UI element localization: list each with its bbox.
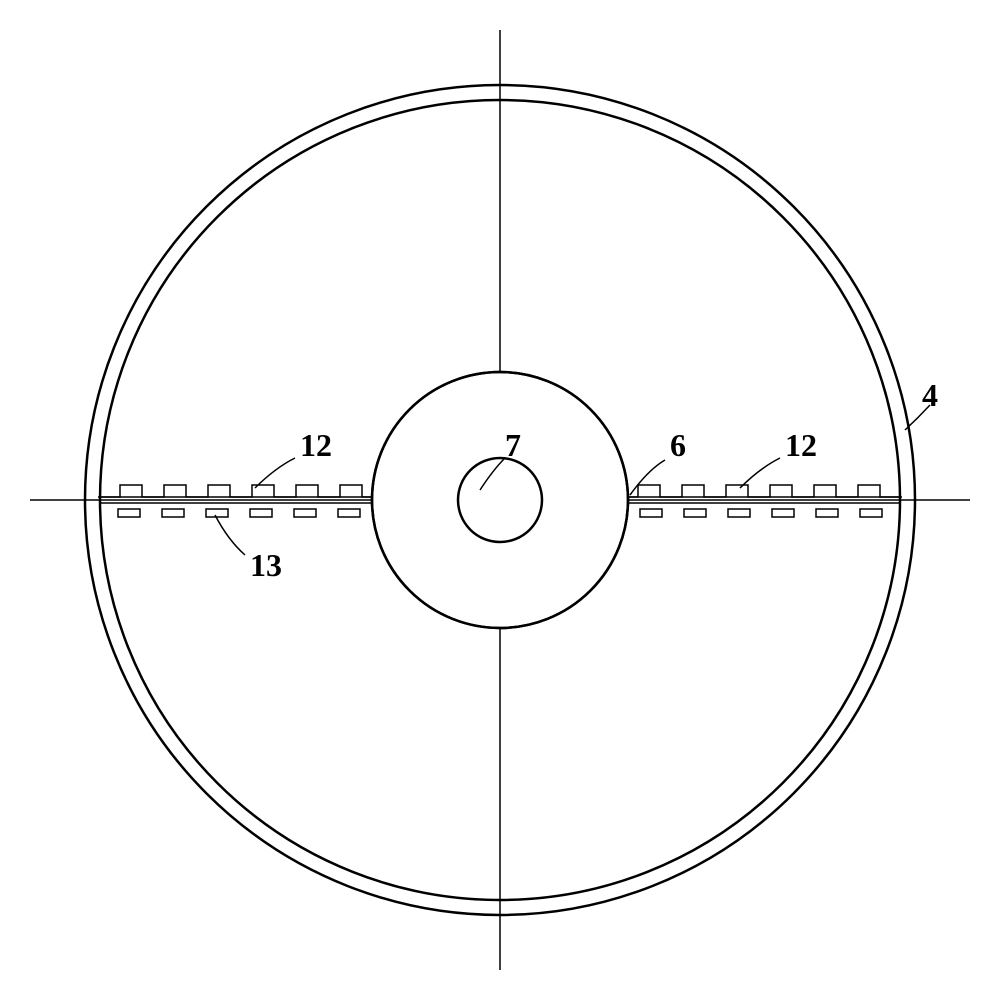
label-4: 4 [922, 377, 938, 414]
label-7: 7 [505, 427, 521, 464]
label-4-text: 4 [922, 377, 938, 413]
label-13: 13 [250, 547, 282, 584]
label-12b-text: 12 [785, 427, 817, 463]
label-7-text: 7 [505, 427, 521, 463]
label-6: 6 [670, 427, 686, 464]
label-12b: 12 [785, 427, 817, 464]
mechanical-diagram [0, 0, 1000, 990]
label-13-text: 13 [250, 547, 282, 583]
label-6-text: 6 [670, 427, 686, 463]
label-12a: 12 [300, 427, 332, 464]
label-12a-text: 12 [300, 427, 332, 463]
